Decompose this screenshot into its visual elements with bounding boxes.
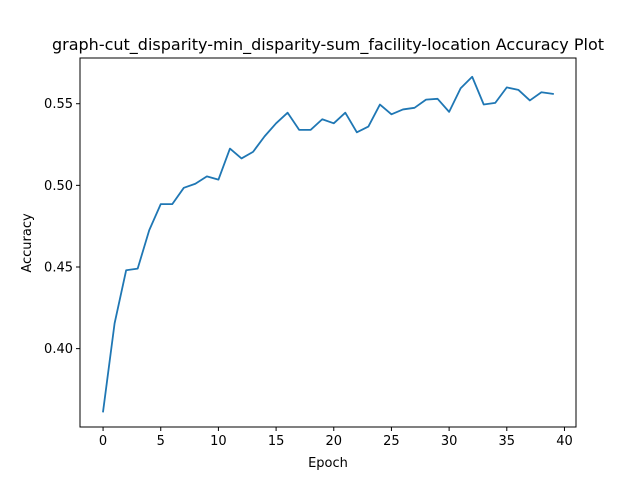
x-tick-label: 20	[325, 434, 342, 449]
plot-background	[80, 58, 576, 427]
x-tick-label: 0	[99, 434, 107, 449]
axes-frame	[79, 57, 577, 428]
y-tick-label: 0.55	[44, 97, 73, 112]
y-tick-label: 0.45	[44, 260, 73, 275]
y-axis-ticks: 0.40 0.45 0.50 0.55	[44, 97, 80, 357]
plot-area	[79, 57, 577, 428]
x-tick-label: 25	[383, 434, 400, 449]
series-line-0	[102, 75, 554, 413]
x-tick-label: 35	[499, 434, 516, 449]
x-tick-label: 5	[157, 434, 165, 449]
y-axis-label: Accuracy	[20, 213, 35, 273]
x-axis-ticks: 0 5 10 15 20 25 30 35 40	[99, 427, 573, 449]
x-tick-label: 10	[210, 434, 227, 449]
y-tick-label: 0.50	[44, 179, 73, 194]
x-tick-label: 40	[556, 434, 573, 449]
x-tick-label: 30	[441, 434, 458, 449]
y-tick-label: 0.40	[44, 342, 73, 357]
x-axis-label: Epoch	[308, 456, 348, 471]
x-tick-label: 15	[268, 434, 285, 449]
chart-title: graph-cut_disparity-min_disparity-sum_fa…	[52, 35, 604, 55]
